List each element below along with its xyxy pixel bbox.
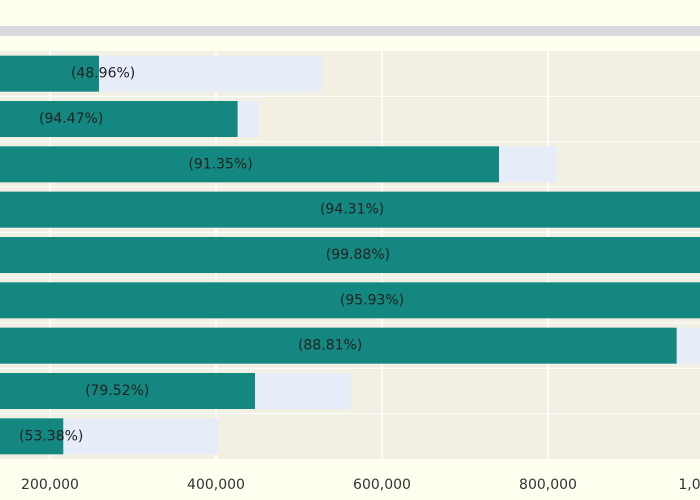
- bar: [0, 237, 700, 273]
- data-label: (53.38%): [19, 428, 83, 444]
- x-tick-label: 400,000: [187, 477, 245, 493]
- bar: [0, 418, 64, 455]
- data-label: (91.35%): [188, 156, 252, 172]
- data-label: (99.88%): [326, 247, 390, 263]
- x-tick-label: 600,000: [353, 477, 411, 493]
- bar: [0, 101, 238, 137]
- data-label: (94.47%): [39, 111, 103, 127]
- x-tick-label: 200,000: [21, 477, 79, 493]
- data-label: (88.81%): [298, 338, 362, 354]
- bar: [0, 327, 677, 364]
- x-tick-label: 800,000: [519, 477, 577, 493]
- data-label: (79.52%): [85, 383, 149, 399]
- data-label: (94.31%): [320, 202, 384, 218]
- header-bar: [0, 26, 700, 36]
- bar: [0, 55, 99, 92]
- data-label: (48.96%): [71, 66, 135, 82]
- x-tick-label: 1,000,000: [678, 477, 700, 493]
- bar: [0, 282, 700, 319]
- bar: [0, 191, 700, 228]
- bar: [0, 373, 256, 409]
- bar: [0, 146, 500, 183]
- data-label: (95.93%): [340, 292, 404, 308]
